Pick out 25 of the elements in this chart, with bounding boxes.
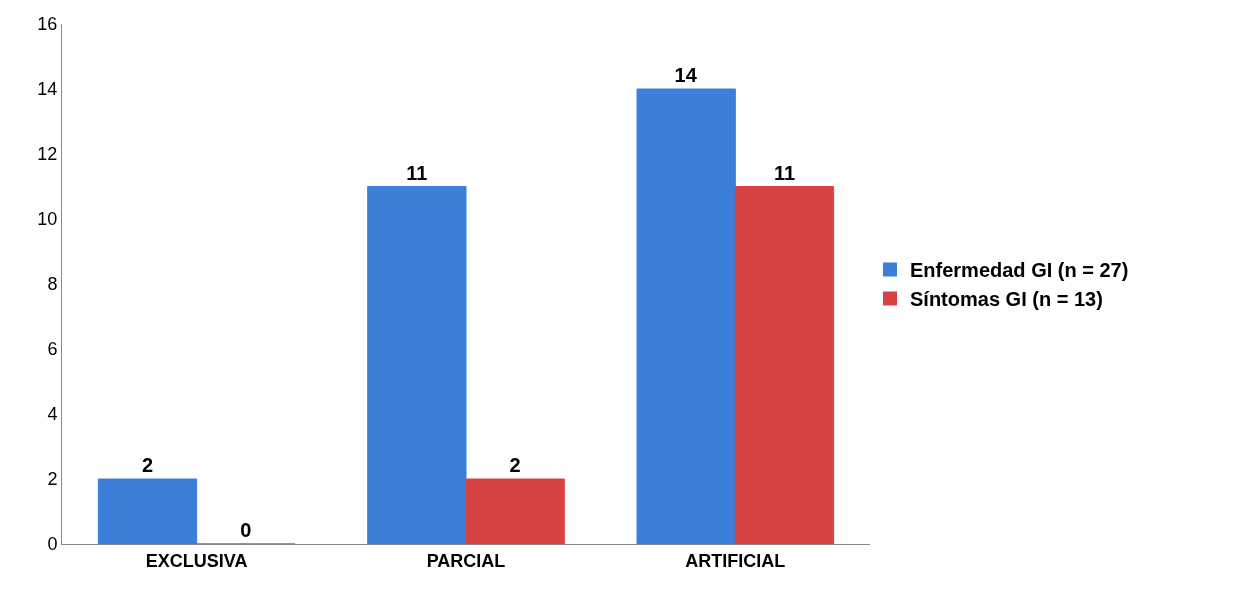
- bar: [97, 478, 198, 544]
- x-tick-label: ARTIFICIAL: [685, 550, 786, 571]
- data-label: 11: [406, 161, 428, 184]
- y-tick-label: 14: [37, 79, 58, 100]
- bar: [465, 478, 565, 544]
- data-label: 2: [141, 454, 154, 476]
- bar: [636, 88, 736, 544]
- y-tick-label: 4: [47, 404, 58, 425]
- data-label: 14: [674, 64, 698, 86]
- x-tick-label: EXCLUSIVA: [145, 550, 248, 571]
- x-tick-label: PARCIAL: [426, 550, 506, 571]
- y-tick-label: 0: [47, 534, 58, 555]
- data-label: 11: [773, 161, 796, 184]
- y-tick-label: 10: [37, 209, 58, 230]
- y-tick-label: 6: [47, 339, 58, 360]
- data-label: 0: [240, 519, 252, 541]
- data-label: 2: [509, 454, 521, 476]
- legend-label: Síntomas GI (n = 13): [910, 288, 1103, 311]
- bar: [734, 186, 835, 544]
- y-tick-label: 12: [37, 144, 58, 165]
- y-tick-label: 16: [37, 14, 58, 35]
- legend-label: Enfermedad GI (n = 27): [910, 259, 1129, 282]
- bar: [367, 186, 467, 544]
- y-tick-label: 8: [47, 274, 58, 295]
- y-tick-label: 2: [47, 469, 58, 490]
